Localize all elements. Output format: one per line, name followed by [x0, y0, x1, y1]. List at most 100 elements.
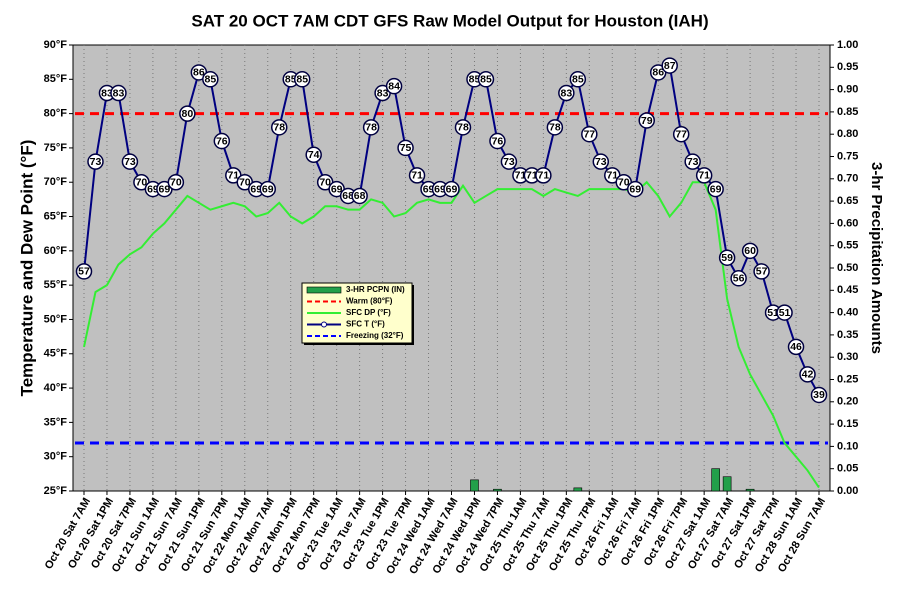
data-label: 73 — [124, 156, 136, 168]
data-label: 39 — [813, 389, 825, 401]
data-point — [351, 187, 368, 205]
y-tick-label: 85°F — [44, 73, 68, 85]
data-point — [454, 119, 472, 136]
data-label: 71 — [606, 170, 618, 182]
data-label: 70 — [170, 177, 182, 189]
data-label: 69 — [147, 183, 159, 195]
data-label: 86 — [193, 67, 205, 79]
data-label: 51 — [779, 307, 791, 319]
data-label: 78 — [365, 122, 377, 134]
y2-tick-label: 1.00 — [837, 39, 858, 51]
y-tick-label: 80°F — [44, 108, 68, 120]
data-label: 56 — [733, 273, 745, 285]
y2-tick-label: 0.45 — [837, 284, 858, 296]
data-label: 70 — [618, 177, 630, 189]
data-label: 51 — [767, 307, 779, 319]
y-tick-label: 70°F — [44, 176, 68, 188]
data-label: 84 — [388, 80, 400, 92]
data-label: 57 — [756, 266, 768, 278]
data-point — [753, 263, 770, 280]
y2-tick-label: 0.15 — [837, 418, 858, 430]
y2-tick-label: 0.80 — [837, 128, 858, 140]
legend-label: 3-HR PCPN (IN) — [346, 285, 405, 294]
data-label: 68 — [342, 190, 354, 202]
data-point — [546, 119, 564, 136]
data-point — [121, 153, 139, 170]
data-point — [558, 84, 575, 102]
data-label: 70 — [239, 177, 251, 189]
data-point — [110, 84, 127, 102]
data-label: 78 — [273, 122, 285, 134]
data-point — [87, 153, 104, 170]
data-point — [408, 167, 426, 184]
data-point — [75, 263, 93, 280]
data-label: 77 — [583, 128, 595, 140]
data-point — [477, 71, 495, 88]
y-tick-label: 35°F — [44, 416, 68, 428]
data-label: 86 — [652, 67, 664, 79]
series-line — [83, 180, 820, 489]
y2-tick-label: 0.70 — [837, 173, 858, 185]
data-point — [213, 132, 231, 150]
data-point — [443, 180, 460, 198]
data-point — [535, 167, 552, 184]
y-tick-label: 45°F — [44, 348, 68, 360]
data-label: 69 — [262, 183, 274, 195]
data-point — [259, 180, 276, 198]
data-point — [684, 153, 701, 170]
data-label: 69 — [159, 183, 171, 195]
precip-bar — [745, 488, 755, 492]
data-label: 71 — [227, 170, 239, 182]
legend-label: SFC DP (°F) — [346, 308, 391, 317]
data-label: 85 — [296, 74, 308, 86]
y2-tick-label: 0.05 — [837, 463, 858, 475]
y-tick-label: 55°F — [44, 279, 68, 291]
y2-tick-label: 0.30 — [837, 351, 858, 363]
data-point — [695, 167, 713, 184]
y-tick-label: 25°F — [44, 485, 68, 497]
data-point — [810, 386, 828, 404]
data-label: 83 — [113, 87, 125, 99]
data-label: 71 — [526, 170, 538, 182]
data-point — [627, 180, 644, 198]
y-tick-label: 65°F — [44, 210, 68, 222]
data-label: 73 — [687, 156, 699, 168]
data-label: 80 — [182, 108, 194, 120]
data-label: 85 — [480, 74, 492, 86]
data-point — [179, 105, 196, 122]
data-point — [270, 119, 288, 136]
y-tick-label: 30°F — [44, 451, 68, 463]
data-label: 73 — [595, 156, 607, 168]
y2-axis-title: 3-hr Precipitation Amounts — [868, 162, 885, 354]
data-label: 76 — [492, 135, 504, 147]
data-label: 71 — [411, 170, 423, 182]
data-point — [730, 270, 747, 287]
data-label: 83 — [377, 87, 389, 99]
data-point — [787, 338, 805, 356]
y2-tick-label: 0.65 — [837, 195, 858, 207]
data-label: 69 — [250, 183, 262, 195]
data-label: 87 — [664, 60, 676, 72]
legend-label: SFC T (°F) — [346, 320, 385, 329]
data-label: 60 — [744, 245, 756, 257]
data-label: 71 — [698, 170, 710, 182]
data-label: 76 — [216, 135, 228, 147]
legend-label: Warm (80°F) — [346, 297, 393, 306]
y2-tick-label: 0.40 — [837, 307, 858, 319]
data-label: 69 — [434, 183, 446, 195]
legend-label: Freezing (32°F) — [346, 331, 404, 340]
data-label: 69 — [629, 183, 641, 195]
data-point — [776, 304, 793, 321]
y2-tick-label: 0.95 — [837, 61, 858, 73]
data-label: 46 — [790, 341, 802, 353]
data-point — [500, 153, 518, 170]
y-tick-label: 60°F — [44, 245, 68, 257]
data-label: 83 — [561, 87, 573, 99]
legend-marker — [321, 321, 327, 328]
data-label: 69 — [710, 183, 722, 195]
data-label: 78 — [549, 122, 561, 134]
data-label: 70 — [319, 177, 331, 189]
data-point — [718, 249, 736, 266]
precip-bar — [722, 476, 732, 492]
